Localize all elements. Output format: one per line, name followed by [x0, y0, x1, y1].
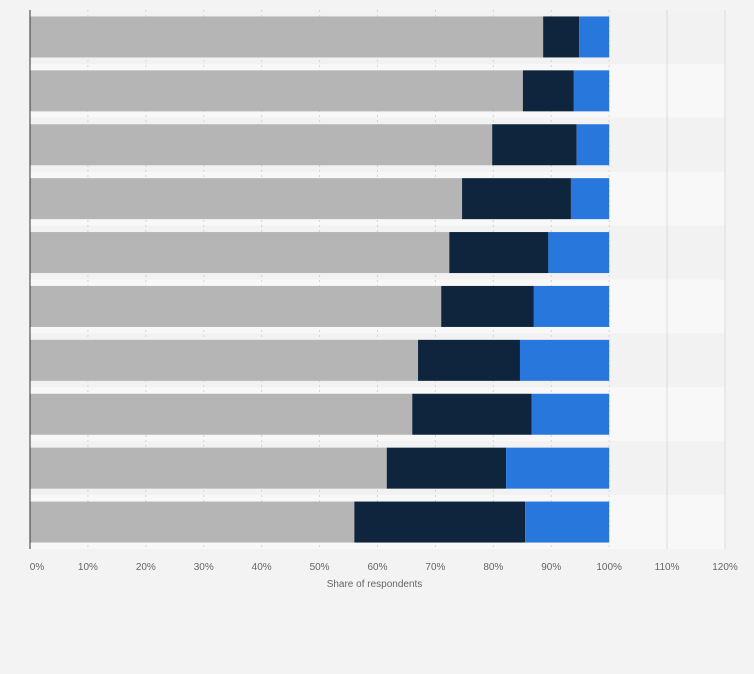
bar-segment-1 [30, 393, 413, 435]
bar-segment-1 [30, 178, 463, 220]
x-tick-label: 100% [596, 562, 622, 573]
x-tick-label: 90% [541, 562, 561, 573]
bar-segment-1 [30, 285, 442, 327]
bar-segment-3 [531, 393, 610, 435]
bar-segment-3 [519, 339, 610, 381]
x-tick-label: 40% [252, 562, 272, 573]
bar-segment-3 [576, 124, 610, 166]
bar-segment-2 [522, 70, 574, 112]
bar-segment-1 [30, 339, 419, 381]
bar-segment-1 [30, 501, 355, 543]
bar-segment-3 [579, 16, 610, 58]
x-tick-label: 80% [483, 562, 503, 573]
x-tick-label: 20% [136, 562, 156, 573]
bar-segment-2 [441, 285, 534, 327]
bar-segment-1 [30, 447, 387, 489]
bar-segment-1 [30, 16, 544, 58]
x-tick-label: 110% [655, 562, 680, 573]
bar-segment-2 [462, 178, 571, 220]
bar-segment-2 [386, 447, 507, 489]
x-tick-label: 10% [78, 562, 98, 573]
x-axis-title: Share of respondents [327, 579, 423, 590]
bar-segment-1 [30, 232, 450, 274]
bar-segment-3 [525, 501, 610, 543]
x-tick-label: 30% [194, 562, 214, 573]
bar-segment-3 [573, 70, 610, 112]
x-tick-label: 120% [712, 562, 738, 573]
x-tick-label: 50% [310, 562, 330, 573]
bar-segment-3 [506, 447, 610, 489]
x-tick-label: 60% [367, 562, 387, 573]
bar-segment-2 [449, 232, 549, 274]
bar-segment-1 [30, 70, 523, 112]
bar-segment-2 [354, 501, 526, 543]
bar-segment-2 [492, 124, 577, 166]
bar-segment-1 [30, 124, 493, 166]
bar-segment-2 [412, 393, 532, 435]
x-tick-label: 70% [425, 562, 445, 573]
bar-segment-2 [543, 16, 580, 58]
bar-segment-3 [548, 232, 610, 274]
bar-segment-3 [570, 178, 610, 220]
bar-segment-2 [418, 339, 520, 381]
bar-segment-3 [533, 285, 610, 327]
x-tick-label: 0% [30, 562, 45, 573]
